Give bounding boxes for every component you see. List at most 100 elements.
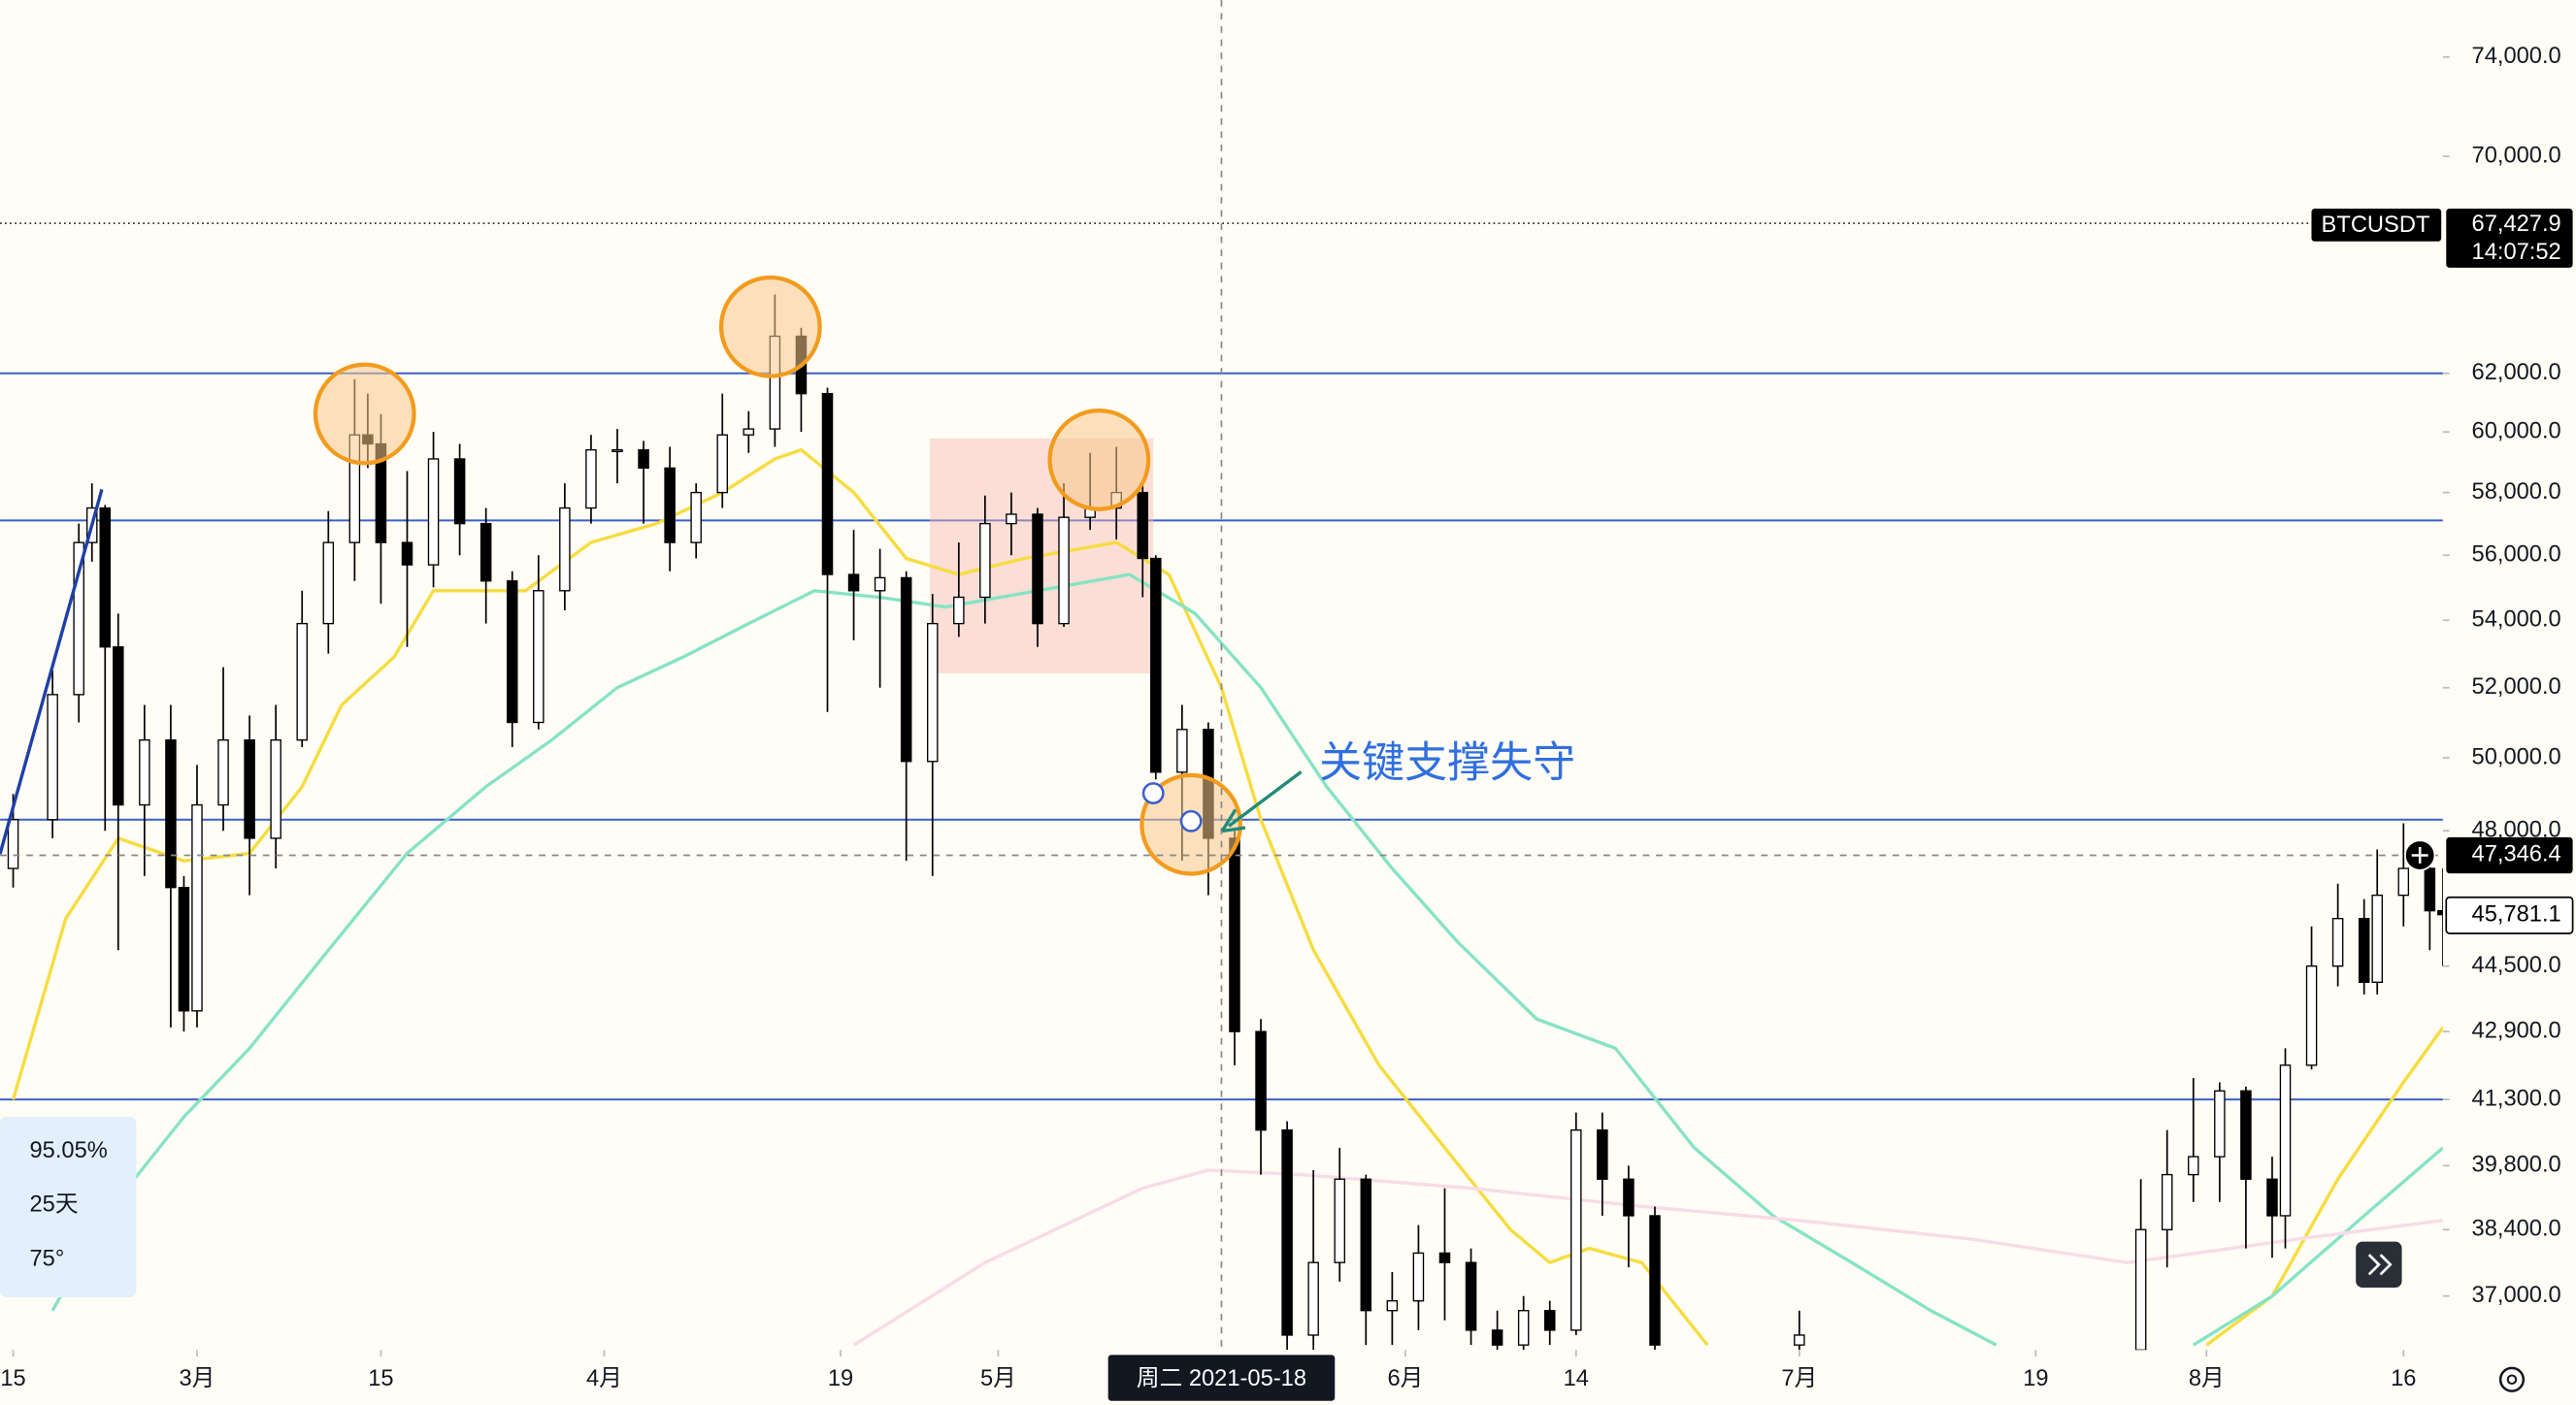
y-tick-label: 44,500.0 xyxy=(2472,953,2561,978)
y-tick-label: 58,000.0 xyxy=(2472,479,2561,505)
candle-body xyxy=(270,739,281,839)
candle-body xyxy=(1006,513,1017,525)
scroll-icon xyxy=(2367,1254,2393,1276)
y-tick-label: 52,000.0 xyxy=(2472,674,2561,700)
candle-body xyxy=(178,887,190,1012)
candle-body xyxy=(191,803,203,1012)
annotation-arrow xyxy=(1228,770,1303,828)
point-marker xyxy=(1179,809,1203,833)
candle-body xyxy=(1360,1178,1372,1312)
x-tick-label: 3月 xyxy=(180,1366,215,1391)
candle-body xyxy=(821,392,834,575)
candle-body xyxy=(953,596,965,625)
y-tick-label: 37,000.0 xyxy=(2472,1283,2561,1308)
candle-body xyxy=(2358,917,2370,983)
y-tick-label: 38,400.0 xyxy=(2472,1217,2561,1242)
candle-body xyxy=(716,434,729,494)
x-tick-label: 4月 xyxy=(586,1366,622,1391)
candle-body xyxy=(2134,1228,2147,1351)
candle-body xyxy=(1623,1178,1635,1217)
candle-body xyxy=(99,506,112,648)
candle-body xyxy=(1491,1329,1503,1346)
date-label: 周二 2021-05-18 xyxy=(1137,1366,1306,1391)
x-tick-label: 19 xyxy=(2023,1366,2048,1391)
candle-body xyxy=(979,522,991,599)
candle-body xyxy=(1794,1334,1805,1346)
y-tick-label: 50,000.0 xyxy=(2472,744,2561,769)
annotation: 关键支撑失守 xyxy=(1319,738,1575,786)
y-tick-label: 42,900.0 xyxy=(2472,1018,2561,1043)
candle-body xyxy=(847,573,860,592)
candle-body xyxy=(2424,867,2436,912)
annotation-arrowhead xyxy=(1220,808,1246,833)
candle-body xyxy=(874,576,886,592)
moving-average xyxy=(50,572,2443,1347)
candle-body xyxy=(2188,1156,2199,1176)
crosshair-price-tag xyxy=(2446,836,2573,874)
settings-icon xyxy=(2506,1374,2518,1386)
stats-panel xyxy=(0,1116,137,1298)
candle-body xyxy=(2305,965,2318,1066)
candle-body xyxy=(1597,1128,1608,1180)
y-tick-label: 62,000.0 xyxy=(2472,360,2561,385)
candle-body xyxy=(690,491,702,543)
candle-body xyxy=(1255,1030,1267,1131)
x-tick-label: 15 xyxy=(368,1366,393,1391)
candle-body xyxy=(638,448,649,470)
candle-body xyxy=(427,458,440,566)
candle-body xyxy=(2371,894,2383,983)
candle-body xyxy=(1032,513,1043,625)
x-tick-label: 16 xyxy=(2391,1366,2416,1391)
candle-body xyxy=(1176,729,1188,773)
crosshair-price-label: 47,346.4 xyxy=(2472,842,2561,867)
candle-body xyxy=(296,622,308,741)
candle-body xyxy=(2266,1178,2278,1217)
last-price-tag xyxy=(2446,208,2573,268)
candle-body xyxy=(1334,1178,1345,1263)
candle-body xyxy=(165,739,177,889)
candle-body xyxy=(2437,909,2443,916)
highlight-circle xyxy=(313,362,416,466)
y-tick-label: 41,300.0 xyxy=(2472,1086,2561,1111)
stats-value: 25天 xyxy=(29,1193,78,1218)
candle-body xyxy=(585,448,597,509)
candle-body xyxy=(1570,1128,1582,1331)
moving-average xyxy=(11,447,2443,1347)
candle-body xyxy=(506,580,518,724)
candle-body xyxy=(900,576,912,763)
stats-value: 95.05% xyxy=(29,1138,107,1163)
candle-body xyxy=(1438,1252,1451,1263)
y-tick-label: 60,000.0 xyxy=(2472,418,2561,443)
candle-body xyxy=(1465,1261,1477,1331)
date-tag xyxy=(1107,1355,1336,1401)
symbol-label: BTCUSDT xyxy=(2322,212,2430,238)
candle-body xyxy=(1649,1215,1661,1346)
y-tick-label: 56,000.0 xyxy=(2472,542,2561,568)
candle-body xyxy=(664,467,676,543)
candle-body xyxy=(2161,1173,2173,1230)
current-price-tag xyxy=(2445,896,2574,934)
candle-body xyxy=(559,506,571,592)
x-tick-label: 7月 xyxy=(1781,1366,1817,1391)
candle-body xyxy=(244,739,255,839)
x-tick-label: 15 xyxy=(0,1366,25,1391)
candle-body xyxy=(927,622,939,763)
candle-body xyxy=(7,819,19,869)
current-price-label: 45,781.1 xyxy=(2472,902,2561,928)
x-tick-label: 19 xyxy=(828,1366,853,1391)
candle-body xyxy=(322,541,335,625)
candle-body xyxy=(1543,1310,1556,1331)
overlay: 关键支撑失守 74,000.0 70,000.0 62,000.0 60,000.0 58… xyxy=(0,44,2574,1401)
candle-body xyxy=(2331,917,2344,967)
candle-body xyxy=(1386,1300,1399,1312)
candle-body xyxy=(479,522,492,582)
moving-average xyxy=(852,1168,2443,1347)
candle-body xyxy=(453,458,466,525)
candle-body xyxy=(743,428,755,436)
settings-button[interactable] xyxy=(2498,1366,2526,1392)
x-tick-label: 6月 xyxy=(1387,1366,1423,1391)
candle-body xyxy=(2397,867,2410,897)
y-tick-label: 39,800.0 xyxy=(2472,1153,2561,1178)
candle-body xyxy=(1150,557,1162,773)
candle-body xyxy=(1229,837,1240,1032)
